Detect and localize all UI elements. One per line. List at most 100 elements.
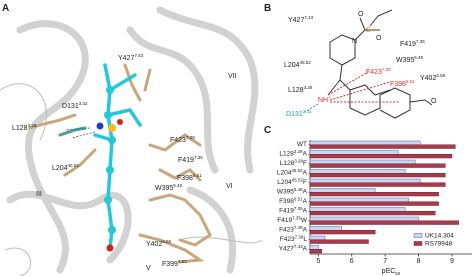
bar (309, 173, 446, 178)
atom-name: NH (318, 97, 328, 104)
residue-name: W395 (155, 185, 173, 192)
helix-label: VI (226, 183, 233, 190)
atom (108, 226, 116, 234)
atom-label: O (358, 11, 364, 18)
residue-name: L128 (288, 87, 304, 94)
residue-name: F423 (170, 137, 186, 144)
atom (108, 136, 116, 144)
residue-position: 6.48 (414, 55, 423, 60)
y-tick-label: F4237.39A (279, 225, 308, 234)
atom (104, 196, 112, 204)
x-tick-label: 5 (316, 258, 320, 265)
bar (309, 192, 439, 197)
category-mutation: A (303, 207, 308, 214)
category-mutation: A (303, 188, 308, 195)
residue-label: L1283.28 (288, 85, 313, 94)
y-tick-label: L20445.52A (277, 168, 308, 177)
category-position: 6.48 (294, 187, 303, 192)
residue-label: W3956.48 (396, 55, 424, 64)
panel-letter: C (264, 125, 271, 136)
category-name: F423 (280, 236, 295, 243)
category-mutation: A (303, 198, 308, 205)
category-name: L128 (279, 150, 294, 157)
residue-position: 6.48 (173, 183, 182, 188)
atom-label: S (366, 27, 371, 34)
bar (309, 226, 342, 231)
bar (309, 249, 322, 254)
category-position: 3.28 (294, 149, 303, 154)
atom (106, 244, 114, 252)
bar (309, 239, 369, 244)
residue-name: F419 (400, 41, 416, 48)
category-name: Y427 (279, 245, 295, 252)
residue-position: 6.52 (178, 259, 187, 264)
residue-label: F3996.52 (162, 259, 187, 268)
bar (309, 140, 421, 145)
bar (309, 144, 456, 149)
category-position: 7.39 (294, 225, 303, 230)
residue-position: 7.35 (194, 155, 203, 160)
residue-label: Y4277.43 (288, 15, 314, 24)
residue-position: 45.52 (300, 60, 312, 65)
bar (309, 216, 419, 221)
bar (309, 169, 406, 174)
panel-b-labels: Y4277.43 F4197.35 L20445.52 W3956.48 F42… (284, 15, 446, 118)
residue-name: L204 (52, 165, 68, 172)
category-mutation: W (301, 217, 308, 224)
residue-position: 6.51 (406, 79, 415, 84)
legend-swatch (413, 241, 423, 246)
residue-name: F398 (390, 81, 406, 88)
residue-position: 3.28 (304, 85, 313, 90)
category-name: W395 (277, 188, 294, 195)
category-position: 45.52 (292, 177, 304, 182)
residue-name: L204 (284, 62, 300, 69)
category-mutation: A (303, 169, 308, 176)
y-tick-label: F4237.39L (280, 234, 308, 243)
helix-label: VII (228, 73, 237, 80)
bar-chart: 5 6 7 8 9pEC50WTL1283.28AL1283.28FL20445.52A… (277, 140, 472, 276)
residue-label: F3986.51 (390, 79, 415, 88)
panel-a-labels: Y4277.43 D1313.32 L1283.28 F4237.39 F419… (12, 53, 237, 272)
residue-position: 7.39 (186, 135, 195, 140)
residue-label: Y4026.55 (420, 73, 446, 82)
residue-position: 45.52 (68, 163, 80, 168)
category-mutation: A (303, 245, 308, 252)
bar (309, 182, 446, 187)
residue-label: L1283.28 (12, 123, 37, 132)
residue-name: F423 (366, 69, 382, 76)
y-tick-label: L1283.28F (280, 158, 307, 167)
panel-letter: A (2, 3, 9, 14)
atom (117, 119, 123, 125)
bar (309, 211, 436, 216)
bar (309, 230, 376, 235)
residue-label: D1313.32 (62, 101, 88, 110)
atom-label: O (376, 35, 382, 42)
atom (106, 86, 114, 94)
residue-position: 3.32 (79, 101, 88, 106)
residue-position: 3.28 (28, 123, 37, 128)
y-tick-label: WT (297, 141, 307, 148)
residue-label: F4237.39 (170, 135, 195, 144)
axis-label-sub: 50 (395, 271, 401, 276)
residue-label: L20445.52 (284, 60, 311, 69)
bar (309, 178, 421, 183)
helix-label: III (36, 191, 42, 198)
category-position: 7.35 (292, 215, 301, 220)
residue-label: Y4277.43 (118, 53, 144, 62)
category-position: 6.51 (294, 196, 303, 201)
residue-name: F419 (178, 157, 194, 164)
category-name: F419 (277, 217, 292, 224)
atom (106, 166, 114, 174)
atom (96, 122, 104, 130)
bar (309, 220, 459, 225)
residue-name: L128 (12, 125, 28, 132)
structure: N S O O O NH+ (304, 9, 437, 119)
legend-swatch (413, 233, 423, 238)
y-tick-label: L1283.28A (279, 149, 307, 158)
category-position: 7.35 (294, 206, 303, 211)
category-name: L204 (277, 169, 292, 176)
bar (309, 197, 409, 202)
residue-label: L20445.52 (52, 163, 79, 172)
residue-position: 6.55 (436, 73, 445, 78)
residue-label: D1313.32 (286, 109, 312, 118)
